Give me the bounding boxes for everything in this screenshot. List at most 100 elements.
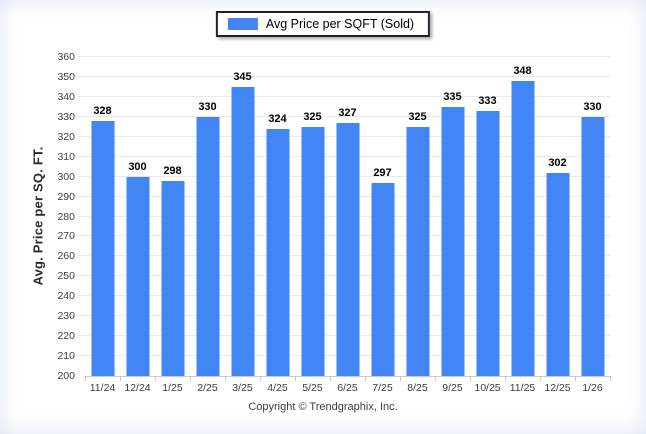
bar	[546, 172, 569, 376]
y-tick-label: 360	[57, 51, 75, 63]
x-tick-label: 9/25	[442, 382, 463, 394]
bar-series: 328 11/24 300 12/24 298 1/25 330 2/25 345 3/25 324…	[85, 57, 610, 394]
bar-slot: 298 1/25	[155, 57, 190, 394]
bar-slot: 330 2/25	[190, 57, 225, 394]
bar-slot: 324 4/25	[260, 57, 295, 394]
x-tick-label: 6/25	[337, 382, 358, 394]
x-tick-mark	[330, 376, 331, 381]
y-tick-label: 290	[57, 190, 75, 203]
x-tick-label: 3/25	[232, 382, 253, 394]
x-tick-label: 10/25	[474, 382, 501, 394]
x-tick-mark	[610, 376, 611, 381]
bar-slot: 348 11/25	[505, 57, 540, 394]
bar	[196, 116, 219, 376]
bar	[336, 122, 359, 376]
x-tick-mark	[435, 376, 436, 381]
bar	[476, 110, 499, 376]
x-tick-label: 1/25	[162, 382, 183, 394]
y-tick-label: 340	[57, 90, 75, 103]
bar-value-label: 297	[373, 166, 392, 179]
bar-slot: 297 7/25	[365, 57, 400, 394]
bar-value-label: 325	[303, 110, 322, 123]
bar	[511, 80, 534, 376]
bar-slot: 300 12/24	[120, 57, 155, 394]
bar-slot: 330 1/26	[575, 57, 610, 394]
bar-slot: 327 6/25	[330, 57, 365, 394]
bar-slot: 325 5/25	[295, 57, 330, 394]
y-tick-label: 230	[57, 310, 75, 323]
x-tick-mark	[470, 376, 471, 381]
bar	[91, 120, 114, 376]
bar-value-label: 345	[233, 70, 252, 83]
x-tick-label: 7/25	[372, 382, 393, 394]
bar-value-label: 333	[478, 94, 497, 107]
plot-area: 360 350 340 330 320 310 300 290 280 270 260 250 240 2…	[57, 51, 611, 394]
bar-value-label: 300	[128, 160, 147, 173]
x-tick-mark	[365, 376, 366, 381]
bar-slot: 335 9/25	[435, 57, 470, 394]
bar	[161, 180, 184, 376]
legend-label: Avg Price per SQFT (Sold)	[265, 17, 415, 31]
bar	[406, 126, 429, 376]
bar	[371, 182, 394, 376]
x-tick-label: 5/25	[302, 382, 323, 394]
bar-slot: 333 10/25	[470, 57, 505, 394]
y-tick-label: 210	[57, 350, 75, 363]
gridline	[77, 95, 610, 97]
bar-slot: 302 12/25	[540, 57, 575, 394]
bar	[581, 116, 604, 376]
x-tick-label: 11/24	[89, 382, 116, 394]
y-tick-label: 200	[57, 370, 75, 382]
gridline	[77, 75, 610, 77]
x-tick-mark	[505, 376, 506, 381]
bar	[301, 126, 324, 376]
gridline	[77, 56, 610, 57]
y-tick-label: 220	[57, 330, 75, 343]
y-tick-label: 320	[57, 130, 75, 143]
y-tick-label: 310	[57, 150, 75, 163]
x-tick-mark	[295, 376, 296, 381]
bar	[266, 128, 289, 376]
x-tick-mark	[85, 376, 86, 381]
bar-value-label: 324	[268, 112, 287, 125]
y-tick-label: 250	[57, 270, 75, 283]
x-tick-mark	[260, 376, 261, 381]
x-tick-mark	[575, 376, 576, 381]
x-tick-label: 12/25	[544, 382, 571, 394]
bar-value-label: 325	[408, 110, 427, 123]
y-tick-label: 300	[57, 170, 75, 183]
bar-value-label: 335	[443, 90, 462, 103]
bar-value-label: 298	[163, 164, 182, 177]
x-tick-label: 4/25	[267, 382, 288, 394]
bar-value-label: 302	[548, 156, 567, 169]
bar-value-label: 330	[198, 100, 217, 113]
bar-value-label: 330	[583, 100, 602, 113]
y-tick-label: 330	[57, 110, 75, 123]
bar-value-label: 327	[338, 106, 357, 119]
y-tick-label: 350	[57, 70, 75, 83]
x-tick-mark	[190, 376, 191, 381]
y-tick-label: 270	[57, 230, 75, 243]
x-tick-mark	[400, 376, 401, 381]
x-tick-label: 1/26	[582, 382, 603, 394]
y-tick-label: 280	[57, 210, 75, 223]
x-tick-label: 12/24	[124, 382, 151, 394]
legend: Avg Price per SQFT (Sold)	[215, 11, 431, 37]
copyright-text: Copyright © Trendgraphix, Inc.	[248, 401, 398, 413]
x-tick-mark	[155, 376, 156, 381]
x-tick-mark	[225, 376, 226, 381]
bar-slot: 328 11/24	[85, 57, 120, 394]
x-tick-label: 2/25	[197, 382, 218, 394]
bar	[231, 86, 254, 376]
x-tick-label: 11/25	[509, 382, 536, 394]
legend-swatch-icon	[227, 18, 258, 30]
bar	[126, 176, 149, 376]
y-tick-label: 240	[57, 290, 75, 303]
bar	[441, 106, 464, 376]
gridline	[77, 115, 610, 117]
x-tick-mark	[120, 376, 121, 381]
bar-value-label: 348	[513, 64, 532, 77]
x-tick-label: 8/25	[407, 382, 428, 394]
x-tick-mark	[540, 376, 541, 381]
